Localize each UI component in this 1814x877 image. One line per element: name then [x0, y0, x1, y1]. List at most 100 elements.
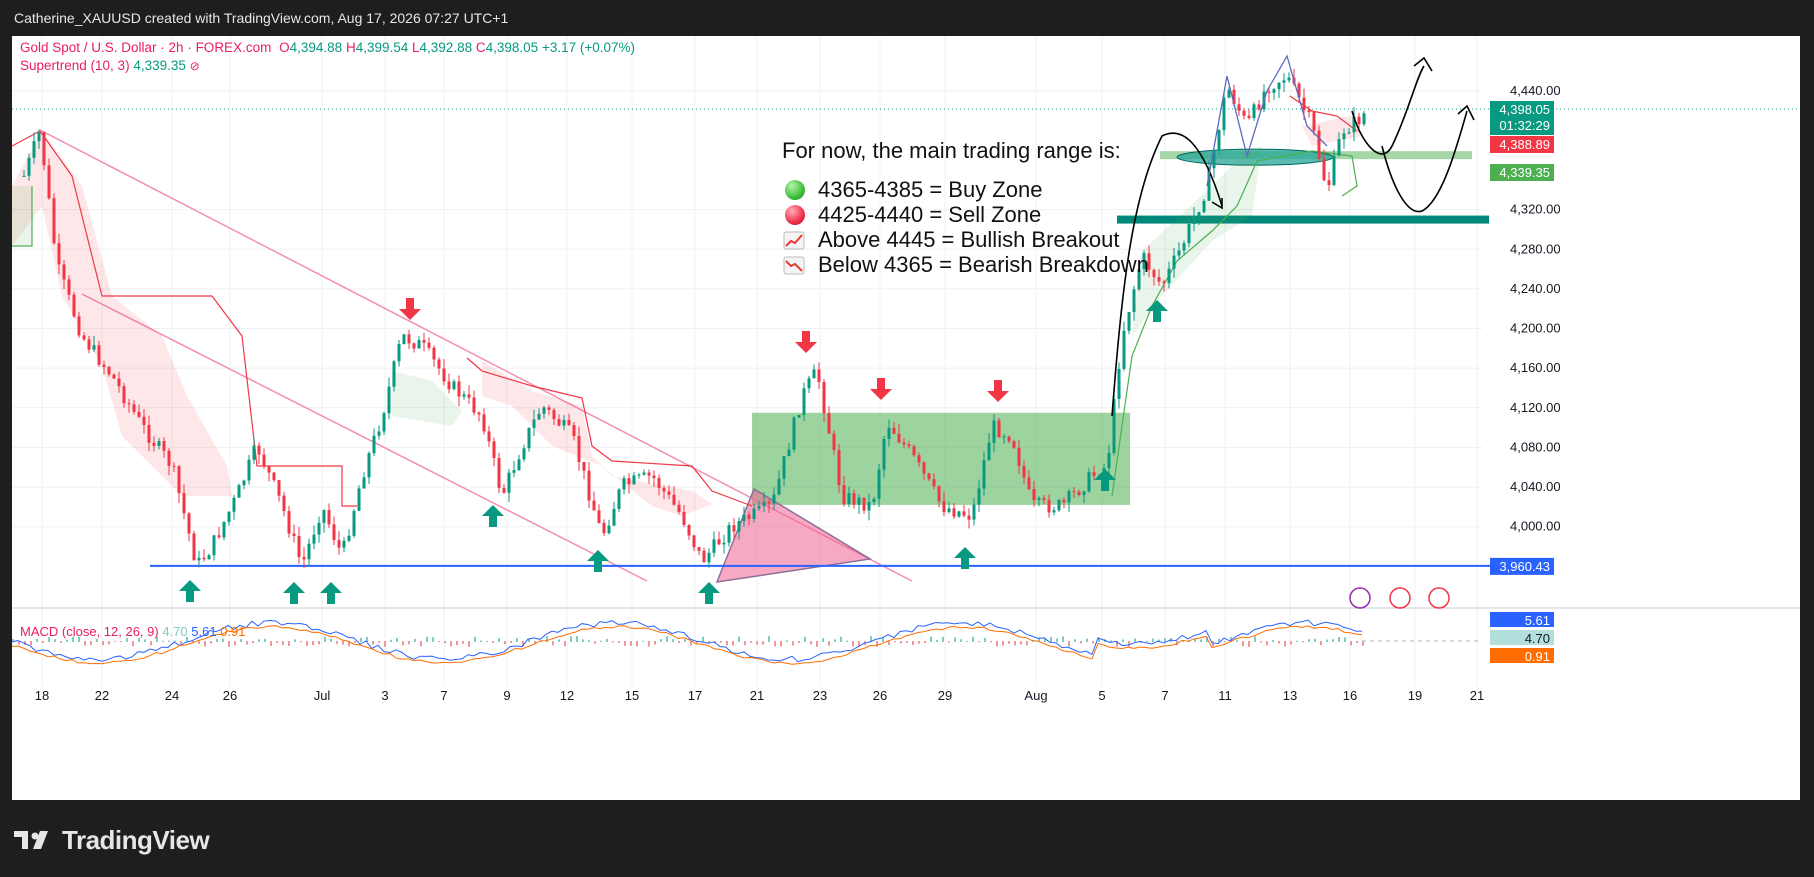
macd-histogram-bar	[1002, 641, 1004, 646]
upper-band-tag-bg	[1490, 136, 1554, 153]
note-line-text: 4425-4440 = Sell Zone	[818, 202, 1042, 227]
supertrend-fill	[482, 361, 712, 516]
y-tick-label: 4,280.00	[1510, 241, 1561, 256]
candle-body	[322, 510, 326, 523]
macd-histogram-bar	[378, 641, 380, 643]
macd-histogram-bar	[954, 637, 956, 642]
macd-histogram-bar	[156, 636, 158, 642]
candle-body	[172, 465, 176, 467]
macd-histogram-bar	[240, 639, 242, 642]
macd-histogram-bar	[390, 639, 392, 642]
macd-histogram-bar	[1026, 641, 1028, 646]
candle-body	[327, 510, 331, 525]
candle-body	[212, 535, 216, 556]
macd-legend[interactable]: MACD (close, 12, 26, 9) 4.70 5.61 0.91	[20, 624, 246, 639]
macd-histogram-bar	[66, 639, 68, 642]
candle-body	[87, 339, 91, 350]
candle-body	[762, 502, 766, 506]
watermark-header: Catherine_XAUUSD created with TradingVie…	[14, 10, 509, 26]
candle-body	[1337, 139, 1341, 156]
macd-label: MACD (close, 12, 26, 9)	[20, 624, 159, 639]
candle-body	[247, 459, 251, 481]
candle-body	[297, 535, 301, 557]
macd-histogram-bar	[324, 636, 326, 642]
candle-body	[142, 416, 146, 425]
candle-body	[887, 427, 891, 439]
candle-body	[792, 417, 796, 450]
macd-value-tag: 5.61	[1525, 613, 1550, 628]
candle-body	[862, 497, 866, 511]
candle-body	[1157, 277, 1161, 282]
macd-histogram-bar	[972, 636, 974, 642]
supertrend-line-down	[466, 357, 753, 507]
candle-body	[232, 497, 236, 512]
macd-histogram-bar	[762, 641, 764, 645]
x-tick-label: 23	[813, 688, 827, 703]
chart-frame[interactable]: 4,000.00 4,040.00 4,080.00 4,120.00 4,160.00…	[12, 36, 1800, 800]
candle-body	[687, 524, 691, 536]
macd-histogram-bar	[78, 636, 80, 642]
candle-body	[727, 525, 731, 543]
macd-histogram-bar	[486, 640, 488, 642]
candle-body	[1027, 477, 1031, 490]
candle-body	[707, 552, 711, 563]
candle-body	[222, 521, 226, 538]
macd-histogram-bar	[234, 641, 236, 646]
supertrend-legend[interactable]: Supertrend (10, 3) 4,339.35 ⊘	[20, 58, 200, 73]
candle-body	[1267, 91, 1271, 93]
candle-body	[902, 442, 906, 445]
macd-histogram-bar	[516, 637, 518, 642]
x-tick-label: 26	[873, 688, 887, 703]
candle-body	[207, 555, 211, 560]
price-chart[interactable]: 4,000.00 4,040.00 4,080.00 4,120.00 4,160.00…	[12, 36, 1800, 800]
hidden-eye-icon[interactable]: ⊘	[189, 59, 200, 73]
candle-body	[877, 469, 881, 499]
candle-body	[57, 243, 61, 265]
note-line-text: Above 4445 = Bullish Breakout	[818, 227, 1120, 252]
macd-histogram-bar	[384, 641, 386, 647]
tradingview-footer[interactable]: TradingView	[14, 820, 210, 860]
candle-body	[412, 343, 416, 349]
y-tick-label: 4,160.00	[1510, 360, 1561, 375]
candle-body	[702, 550, 706, 563]
macd-histogram-bar	[246, 641, 248, 645]
macd-histogram-bar	[1116, 641, 1118, 647]
macd-histogram-bar	[786, 640, 788, 642]
candle-body	[1232, 89, 1236, 105]
macd-histogram-bar	[534, 641, 536, 644]
macd-histogram-bar	[252, 641, 254, 644]
macd-histogram-bar	[48, 637, 50, 642]
candle-body	[77, 316, 81, 336]
macd-histogram-bar	[1020, 641, 1022, 645]
candle-body	[927, 473, 931, 480]
candle-body	[122, 386, 126, 404]
x-tick-label: 7	[1161, 688, 1168, 703]
supertrend-tag: 4,339.35	[1499, 165, 1550, 180]
candle-body	[1327, 180, 1331, 186]
candle-body	[552, 409, 556, 420]
candle-body	[1282, 80, 1286, 83]
candle-body	[257, 445, 261, 455]
macd-histogram-bar	[1194, 638, 1196, 642]
x-tick-label: 13	[1283, 688, 1297, 703]
candle-body	[387, 386, 391, 414]
swing-path	[1206, 54, 1328, 187]
candle-body	[957, 511, 961, 517]
x-tick-label: 5	[1098, 688, 1105, 703]
macd-histogram-bar	[888, 641, 890, 646]
macd-histogram-bar	[36, 638, 38, 642]
macd-histogram-bar	[1182, 640, 1184, 642]
macd-histogram-bar	[420, 641, 422, 647]
close-value: 4,398.05	[485, 40, 539, 55]
macd-histogram-bar	[144, 639, 146, 642]
candle-body	[67, 279, 71, 295]
macd-histogram-bar	[204, 641, 206, 647]
candle-body	[1322, 158, 1326, 181]
y-tick-label: 4,040.00	[1510, 479, 1561, 494]
candle-body	[1047, 499, 1051, 513]
candle-body	[867, 502, 871, 511]
candle-body	[182, 493, 186, 514]
candle-body	[352, 510, 356, 536]
macd-histogram-bar	[396, 637, 398, 642]
macd-histogram-bar	[1086, 638, 1088, 642]
